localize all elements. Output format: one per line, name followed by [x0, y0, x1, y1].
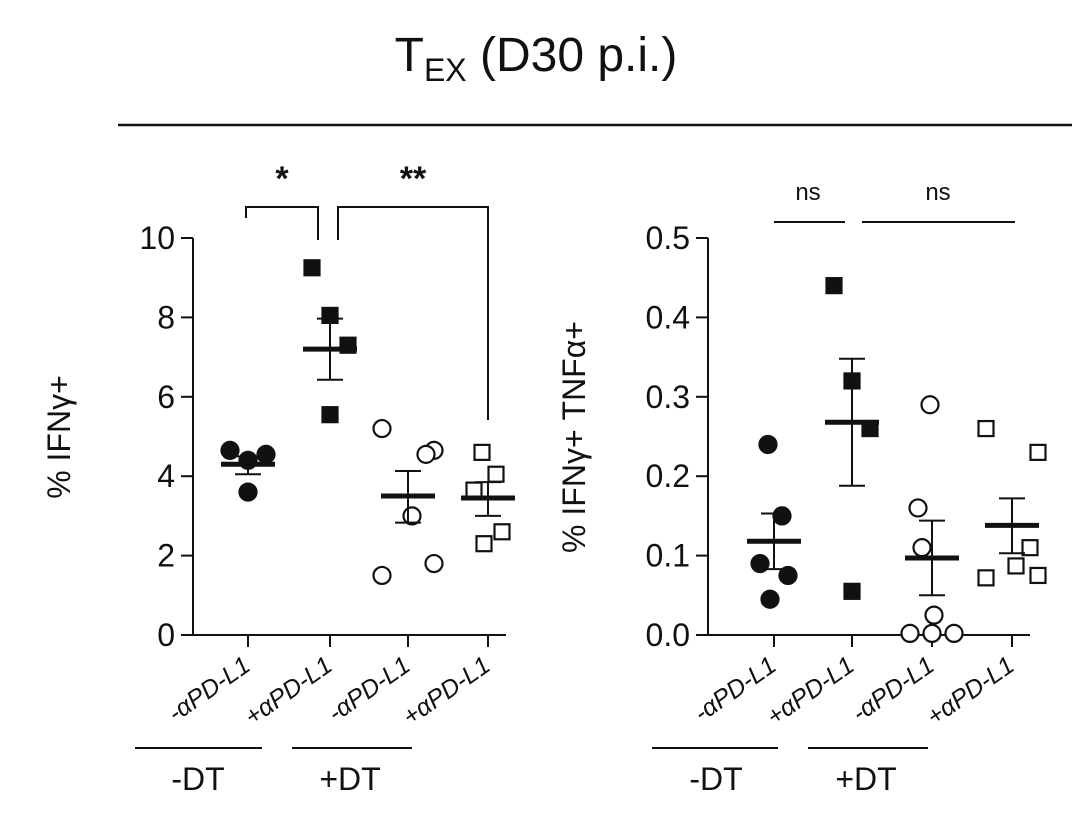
data-point-square	[465, 481, 483, 499]
y-tick-label: 8	[157, 299, 175, 335]
data-point-circle	[372, 418, 392, 439]
data-point-circle	[944, 623, 964, 644]
group-label: -DT	[171, 761, 224, 797]
group-label: +DT	[319, 761, 380, 797]
data-point-circle	[750, 553, 770, 574]
data-point-circle	[372, 565, 392, 586]
x-tick-label: -αPD-L1	[163, 651, 256, 728]
data-point-square	[473, 443, 491, 461]
data-point-circle	[416, 444, 436, 464]
significance-label: **	[400, 160, 427, 198]
data-point-circle	[924, 605, 944, 625]
data-point-square	[977, 569, 995, 587]
data-point-circle	[772, 506, 792, 526]
x-tick-label: +αPD-L1	[762, 651, 860, 731]
data-point-circle	[920, 395, 940, 415]
data-point-square	[1029, 443, 1047, 461]
data-point-circle	[220, 440, 240, 460]
y-axis-label: % IFNγ+	[41, 375, 77, 499]
figure-title: TEX (D30 p.i.)	[0, 28, 1072, 89]
data-point-square	[487, 465, 505, 483]
y-tick-label: 0.2	[646, 458, 690, 494]
data-point-circle	[758, 434, 778, 455]
title-main: T	[394, 29, 424, 82]
significance-bracket	[337, 206, 489, 420]
x-tick-label: -αPD-L1	[847, 651, 940, 728]
data-point-square	[493, 523, 511, 541]
data-point-circle	[912, 538, 932, 558]
significance-label: ns	[795, 179, 820, 206]
data-point-square	[1007, 557, 1025, 575]
data-point-square	[977, 419, 995, 438]
data-point-square	[303, 259, 321, 277]
group-label: -DT	[689, 761, 742, 797]
y-axis-label: % IFNγ+ TNFα+	[556, 321, 592, 553]
x-tick-label: +αPD-L1	[240, 651, 338, 731]
data-point-circle	[900, 623, 920, 644]
data-point-circle	[424, 553, 444, 574]
y-tick-label: 2	[157, 538, 175, 574]
y-tick-label: 0.0	[646, 617, 690, 653]
y-tick-label: 10	[139, 220, 175, 256]
data-point-square	[825, 277, 843, 295]
x-tick-label: -αPD-L1	[323, 651, 416, 728]
data-point-square	[1021, 539, 1039, 557]
significance-label: ns	[925, 179, 950, 206]
data-point-circle	[778, 565, 798, 586]
x-tick-label: +αPD-L1	[922, 651, 1020, 731]
y-tick-label: 0	[157, 617, 175, 653]
group-label: +DT	[835, 761, 896, 797]
panel-ifng-tnfa: 0.0 0.1 0.2 0.3 0.4 0.5 % IFNγ+ TNFα+ -αPD-L1+α…	[556, 179, 1047, 797]
y-tick-label: 4	[157, 458, 175, 494]
y-tick-label: 0.4	[646, 299, 690, 335]
title-rest: (D30 p.i.)	[466, 29, 678, 82]
y-tick-label: 0.3	[646, 379, 690, 415]
significance-bracket	[245, 206, 319, 240]
significance-label: *	[275, 160, 289, 198]
data-point-square	[321, 406, 339, 424]
data-point-square	[475, 535, 493, 553]
title-sub: EX	[423, 52, 467, 88]
data-point-square	[843, 582, 861, 600]
x-tick-label: +αPD-L1	[398, 651, 496, 731]
y-tick-label: 0.5	[646, 220, 690, 256]
data-point-square	[1029, 566, 1047, 585]
data-point-circle	[256, 444, 276, 464]
y-tick-label: 0.1	[646, 538, 690, 574]
y-tick-label: 6	[157, 379, 175, 415]
data-point-circle	[760, 589, 780, 609]
data-point-circle	[922, 623, 942, 644]
data-point-circle	[908, 498, 928, 518]
data-point-circle	[238, 482, 258, 502]
